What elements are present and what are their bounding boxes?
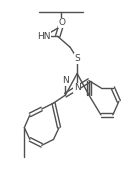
Text: HN: HN (37, 32, 51, 41)
Text: S: S (74, 54, 80, 63)
Text: N: N (62, 76, 69, 85)
Text: O: O (58, 18, 65, 27)
Text: N: N (74, 83, 80, 92)
